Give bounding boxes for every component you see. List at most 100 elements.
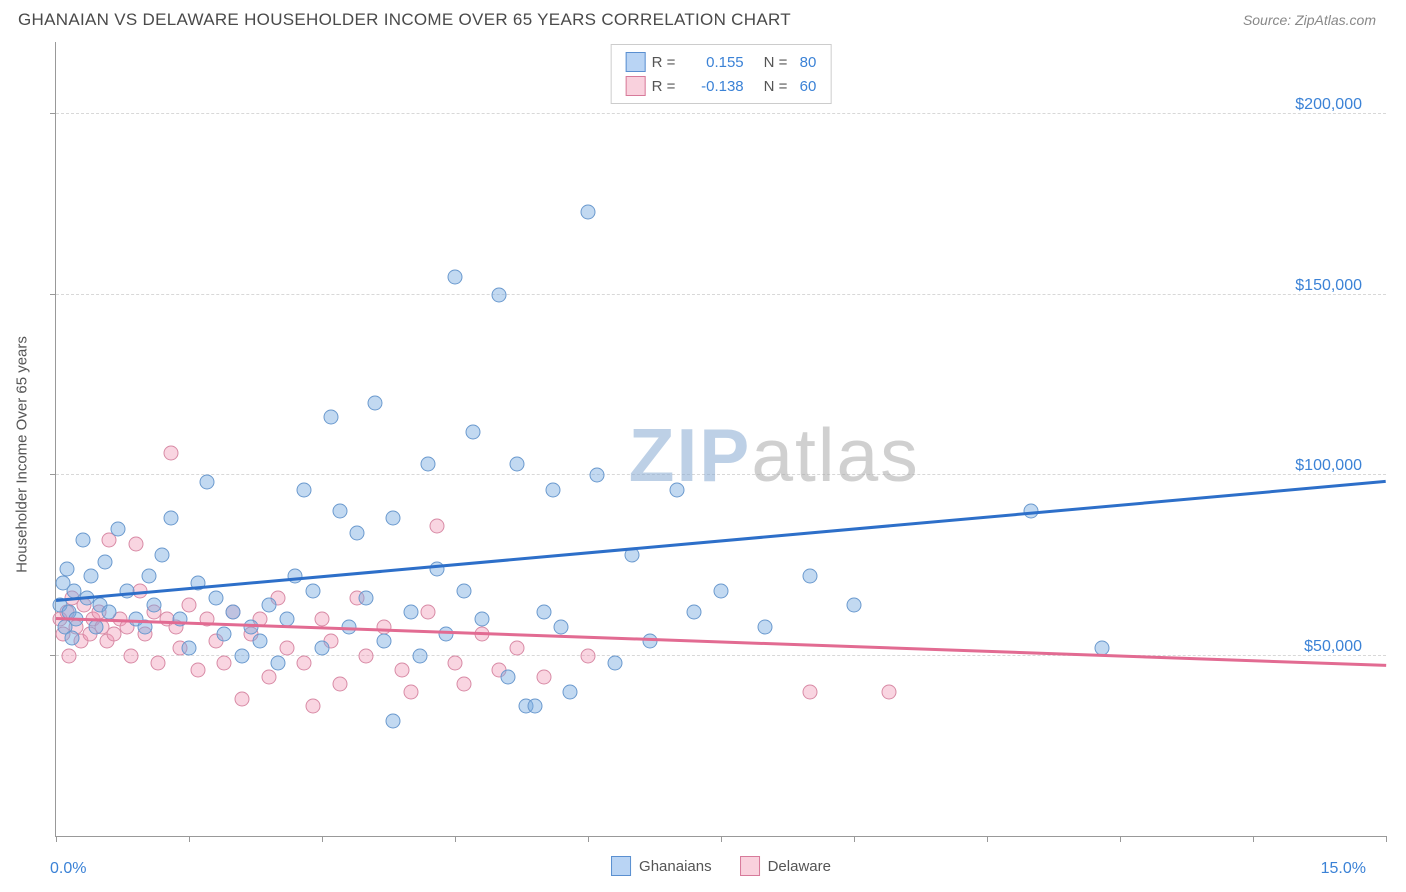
data-point-ghanaians bbox=[244, 619, 259, 634]
data-point-ghanaians bbox=[235, 648, 250, 663]
data-point-delaware bbox=[128, 536, 143, 551]
data-point-delaware bbox=[306, 699, 321, 714]
data-point-ghanaians bbox=[385, 713, 400, 728]
data-point-ghanaians bbox=[142, 569, 157, 584]
data-point-ghanaians bbox=[527, 699, 542, 714]
data-point-ghanaians bbox=[84, 569, 99, 584]
data-point-ghanaians bbox=[510, 457, 525, 472]
data-point-delaware bbox=[377, 619, 392, 634]
data-point-delaware bbox=[448, 655, 463, 670]
data-point-delaware bbox=[332, 677, 347, 692]
y-tick-label: $50,000 bbox=[1304, 638, 1362, 656]
chart-plot-area: $50,000 $100,000 $150,000 $200,000 R = 0.15… bbox=[55, 42, 1386, 837]
data-point-ghanaians bbox=[412, 648, 427, 663]
data-point-ghanaians bbox=[164, 511, 179, 526]
data-point-ghanaians bbox=[97, 554, 112, 569]
gridline bbox=[56, 655, 1386, 656]
data-point-ghanaians bbox=[758, 619, 773, 634]
data-point-delaware bbox=[510, 641, 525, 656]
data-point-ghanaians bbox=[802, 569, 817, 584]
data-point-ghanaians bbox=[687, 605, 702, 620]
data-point-ghanaians bbox=[545, 482, 560, 497]
data-point-delaware bbox=[315, 612, 330, 627]
data-point-ghanaians bbox=[377, 634, 392, 649]
data-point-delaware bbox=[62, 648, 77, 663]
data-point-ghanaians bbox=[607, 655, 622, 670]
data-point-ghanaians bbox=[323, 410, 338, 425]
legend-row-pink: R = -0.138 N = 60 bbox=[626, 74, 817, 98]
x-tick bbox=[987, 836, 988, 842]
data-point-ghanaians bbox=[208, 590, 223, 605]
data-point-delaware bbox=[536, 670, 551, 685]
x-tick bbox=[455, 836, 456, 842]
data-point-delaware bbox=[164, 446, 179, 461]
data-point-ghanaians bbox=[88, 619, 103, 634]
data-point-ghanaians bbox=[64, 630, 79, 645]
data-point-delaware bbox=[403, 684, 418, 699]
data-point-delaware bbox=[279, 641, 294, 656]
data-point-ghanaians bbox=[199, 475, 214, 490]
legend-item-ghanaians: Ghanaians bbox=[611, 856, 712, 876]
data-point-ghanaians bbox=[456, 583, 471, 598]
swatch-pink bbox=[626, 76, 646, 96]
x-tick bbox=[588, 836, 589, 842]
data-point-delaware bbox=[430, 518, 445, 533]
data-point-delaware bbox=[190, 662, 205, 677]
data-point-ghanaians bbox=[111, 522, 126, 537]
data-point-ghanaians bbox=[315, 641, 330, 656]
data-point-delaware bbox=[882, 684, 897, 699]
data-point-delaware bbox=[456, 677, 471, 692]
data-point-delaware bbox=[217, 655, 232, 670]
swatch-blue bbox=[626, 52, 646, 72]
x-tick bbox=[189, 836, 190, 842]
data-point-delaware bbox=[235, 691, 250, 706]
data-point-delaware bbox=[394, 662, 409, 677]
data-point-ghanaians bbox=[182, 641, 197, 656]
data-point-ghanaians bbox=[261, 598, 276, 613]
data-point-ghanaians bbox=[75, 533, 90, 548]
data-point-ghanaians bbox=[474, 612, 489, 627]
data-point-ghanaians bbox=[102, 605, 117, 620]
data-point-ghanaians bbox=[501, 670, 516, 685]
data-point-ghanaians bbox=[297, 482, 312, 497]
data-point-ghanaians bbox=[421, 457, 436, 472]
data-point-ghanaians bbox=[155, 547, 170, 562]
data-point-ghanaians bbox=[581, 204, 596, 219]
correlation-legend: R = 0.155 N = 80 R = -0.138 N = 60 bbox=[611, 44, 832, 104]
swatch-pink bbox=[740, 856, 760, 876]
data-point-ghanaians bbox=[465, 424, 480, 439]
chart-title: GHANAIAN VS DELAWARE HOUSEHOLDER INCOME … bbox=[18, 10, 791, 30]
data-point-ghanaians bbox=[554, 619, 569, 634]
y-axis-title: Householder Income Over 65 years bbox=[14, 336, 31, 573]
data-point-delaware bbox=[802, 684, 817, 699]
y-tick-label: $200,000 bbox=[1295, 96, 1362, 114]
x-tick bbox=[854, 836, 855, 842]
y-tick-label: $150,000 bbox=[1295, 277, 1362, 295]
data-point-ghanaians bbox=[643, 634, 658, 649]
data-point-ghanaians bbox=[226, 605, 241, 620]
data-point-ghanaians bbox=[270, 655, 285, 670]
data-point-ghanaians bbox=[385, 511, 400, 526]
data-point-ghanaians bbox=[403, 605, 418, 620]
data-point-ghanaians bbox=[59, 561, 74, 576]
x-tick bbox=[56, 836, 57, 842]
gridline bbox=[56, 113, 1386, 114]
x-axis-max-label: 15.0% bbox=[1321, 860, 1366, 878]
x-tick bbox=[721, 836, 722, 842]
data-point-ghanaians bbox=[252, 634, 267, 649]
data-point-ghanaians bbox=[359, 590, 374, 605]
data-point-ghanaians bbox=[173, 612, 188, 627]
data-point-ghanaians bbox=[669, 482, 684, 497]
x-axis-min-label: 0.0% bbox=[50, 860, 86, 878]
data-point-delaware bbox=[150, 655, 165, 670]
x-tick bbox=[1253, 836, 1254, 842]
legend-row-blue: R = 0.155 N = 80 bbox=[626, 50, 817, 74]
x-tick bbox=[1386, 836, 1387, 842]
data-point-ghanaians bbox=[847, 598, 862, 613]
series-legend: Ghanaians Delaware bbox=[611, 856, 831, 876]
data-point-delaware bbox=[182, 598, 197, 613]
y-tick-label: $100,000 bbox=[1295, 457, 1362, 475]
data-point-ghanaians bbox=[306, 583, 321, 598]
data-point-delaware bbox=[359, 648, 374, 663]
data-point-ghanaians bbox=[217, 626, 232, 641]
